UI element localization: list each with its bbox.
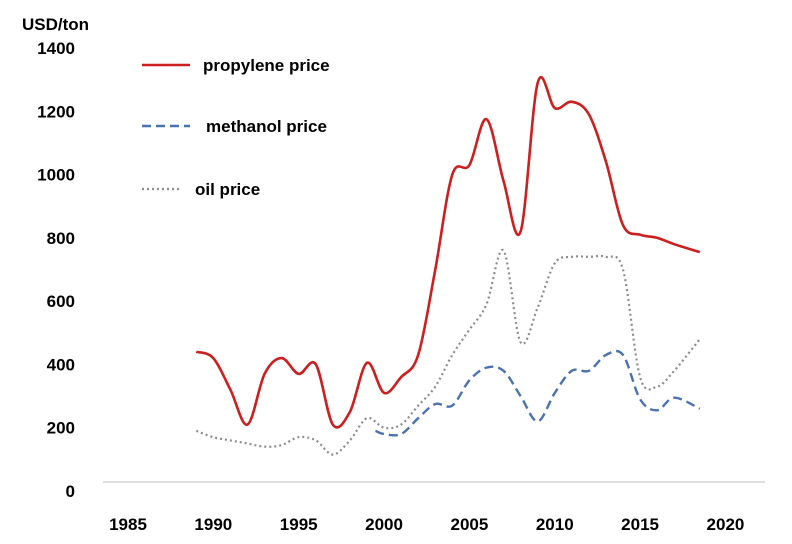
x-tick-label: 1985 — [109, 515, 147, 534]
y-tick-label: 0 — [66, 482, 75, 501]
legend-label-oil: oil price — [195, 180, 260, 199]
x-tick-label: 2010 — [536, 515, 574, 534]
y-tick-label: 1400 — [37, 39, 75, 58]
y-axis-unit-label: USD/ton — [22, 15, 89, 34]
legend-label-propylene: propylene price — [203, 56, 330, 75]
y-tick-label: 200 — [47, 419, 75, 438]
series-lines — [195, 76, 701, 456]
x-tick-label: 1995 — [280, 515, 318, 534]
y-tick-label: 1000 — [37, 166, 75, 185]
oil-price-line — [195, 249, 701, 456]
y-tick-label: 800 — [47, 229, 75, 248]
x-tick-label: 2015 — [621, 515, 659, 534]
legend: propylene price methanol price oil price — [142, 56, 330, 199]
y-tick-label: 400 — [47, 355, 75, 374]
y-tick-label: 600 — [47, 292, 75, 311]
x-tick-label: 2000 — [365, 515, 403, 534]
y-tick-label: 1200 — [37, 102, 75, 121]
x-axis-ticks: 1985 1990 1995 2000 2005 2010 2015 2020 — [109, 515, 744, 534]
x-tick-label: 1990 — [194, 515, 232, 534]
propylene-price-line — [195, 76, 701, 429]
y-axis-ticks: 0 200 400 600 800 1000 1200 1400 — [37, 39, 75, 501]
x-tick-label: 2005 — [450, 515, 488, 534]
legend-label-methanol: methanol price — [206, 117, 327, 136]
x-tick-label: 2020 — [707, 515, 745, 534]
methanol-price-line — [375, 349, 701, 437]
